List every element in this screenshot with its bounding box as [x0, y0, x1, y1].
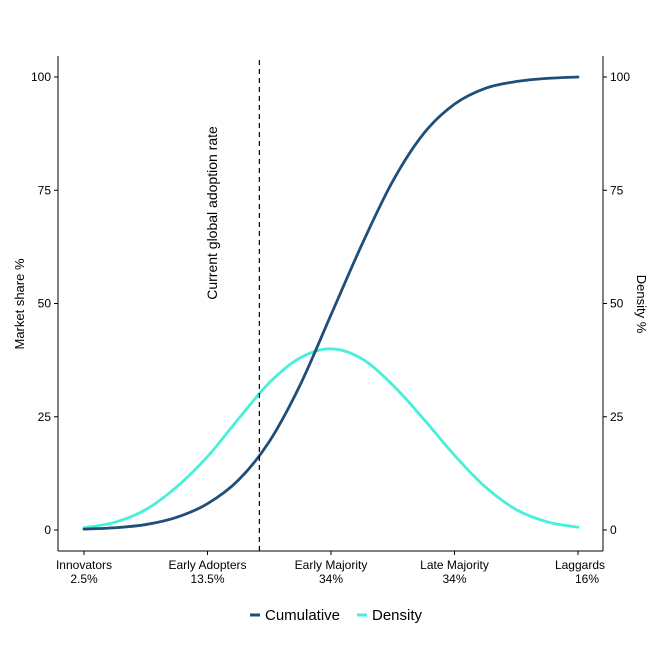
y2-tick-label-100: 100: [610, 70, 630, 84]
y-tick-label-75: 75: [38, 183, 52, 197]
y2-tick-label-50: 50: [610, 297, 624, 311]
y-axis-right: 0 25 50 75 100: [602, 56, 630, 551]
x-tick-label-3: Late Majority: [420, 558, 489, 572]
x-tick-share-1: 13.5%: [190, 572, 224, 586]
x-tick-label-4: Laggards: [555, 558, 605, 572]
y-axis-left: 0 25 50 75 100: [31, 56, 59, 551]
x-tick-label-2: Early Majority: [295, 558, 368, 572]
y-tick-label-25: 25: [38, 410, 52, 424]
y-axis-title: Market share %: [12, 258, 27, 349]
series-line-cumulative: [82, 75, 580, 531]
x-tick-share-3: 34%: [442, 572, 466, 586]
x-tick-label-1: Early Adopters: [168, 558, 246, 572]
y2-axis-title: Density %: [634, 275, 649, 334]
y2-tick-label-25: 25: [610, 410, 624, 424]
y2-tick-label-0: 0: [610, 523, 617, 537]
y-tick-label-0: 0: [44, 523, 51, 537]
x-tick-label-0: Innovators: [56, 558, 112, 572]
y-tick-label-100: 100: [31, 70, 51, 84]
legend: Cumulative Density: [250, 607, 423, 624]
x-tick-share-4: 16%: [575, 572, 599, 586]
y-tick-label-50: 50: [38, 297, 52, 311]
y2-tick-label-75: 75: [610, 183, 624, 197]
legend-label-cumulative: Cumulative: [265, 607, 340, 624]
series-line-density: [82, 347, 580, 530]
legend-label-density: Density: [372, 607, 423, 624]
x-tick-share-2: 34%: [319, 572, 343, 586]
x-tick-share-0: 2.5%: [70, 572, 98, 586]
plot-series: [82, 75, 580, 531]
reference-line-label: Current global adoption rate: [204, 126, 220, 300]
reference-line-group: Current global adoption rate: [204, 60, 260, 551]
